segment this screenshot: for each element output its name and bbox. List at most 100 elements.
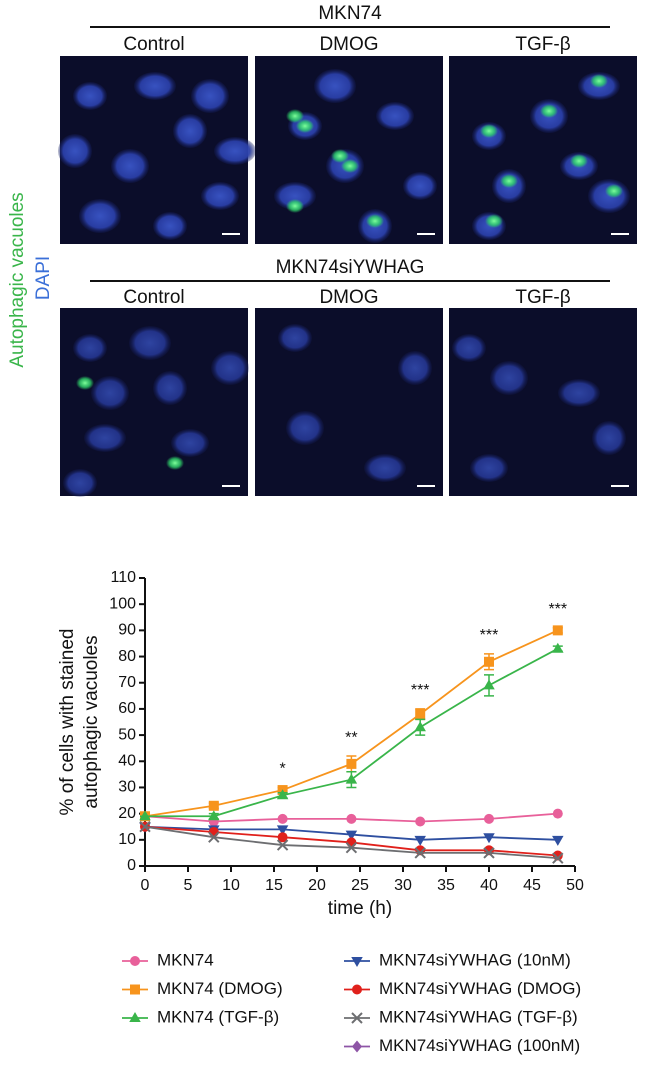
legend-entry: MKN74siYWHAG (10nM) bbox=[344, 950, 571, 969]
vacuole bbox=[331, 149, 349, 163]
legend-entry: MKN74siYWHAG (100nM) bbox=[344, 1036, 580, 1055]
legend-label: MKN74 (TGF-β) bbox=[157, 1007, 279, 1026]
y-tick-label: 50 bbox=[118, 726, 136, 743]
vacuole bbox=[76, 376, 94, 390]
side-label: DAPI bbox=[33, 256, 54, 300]
point bbox=[552, 808, 563, 819]
panel-title: MKN74 bbox=[318, 3, 382, 24]
point bbox=[352, 984, 362, 995]
point bbox=[139, 821, 151, 833]
point bbox=[552, 625, 563, 636]
nucleus bbox=[452, 334, 486, 362]
y-tick-label: 90 bbox=[118, 622, 136, 639]
vacuole bbox=[570, 154, 588, 168]
y-tick-label: 70 bbox=[118, 674, 136, 691]
point bbox=[130, 956, 140, 966]
point bbox=[276, 839, 289, 851]
vacuole bbox=[605, 184, 623, 198]
point bbox=[276, 825, 289, 836]
micrograph bbox=[255, 308, 443, 496]
x-tick-label: 0 bbox=[141, 877, 150, 894]
nucleus bbox=[129, 326, 171, 360]
vacuole bbox=[166, 456, 184, 470]
vacuole bbox=[366, 214, 384, 228]
nucleus bbox=[63, 469, 97, 497]
nucleus bbox=[278, 324, 312, 352]
significance: * bbox=[279, 761, 285, 778]
y-tick-label: 100 bbox=[109, 595, 136, 612]
point bbox=[139, 810, 151, 821]
y-axis-label: autophagic vacuoles bbox=[81, 635, 102, 808]
nucleus bbox=[201, 182, 239, 210]
x-tick-label: 10 bbox=[222, 877, 240, 894]
column-label: Control bbox=[123, 34, 184, 55]
x-axis-label: time (h) bbox=[328, 898, 392, 919]
point bbox=[415, 816, 426, 827]
x-tick-label: 5 bbox=[184, 877, 193, 894]
nucleus bbox=[79, 199, 121, 233]
legend-entry: MKN74siYWHAG (DMOG) bbox=[344, 979, 581, 998]
point bbox=[277, 832, 288, 843]
x-tick-label: 20 bbox=[308, 877, 326, 894]
chart: 0 10 20 30 40 50 60 70 80 90 100 110 0 5 10 15 20 25 30 35 4… bbox=[57, 569, 584, 1055]
nucleus bbox=[592, 421, 626, 455]
point bbox=[129, 1012, 141, 1022]
x-tick-label: 15 bbox=[265, 877, 283, 894]
nucleus bbox=[153, 212, 187, 240]
point bbox=[208, 800, 219, 811]
point bbox=[208, 831, 220, 843]
point bbox=[414, 721, 426, 732]
nucleus bbox=[274, 182, 316, 210]
point bbox=[276, 789, 289, 800]
vacuole bbox=[480, 124, 498, 138]
legend-entry: MKN74 (DMOG) bbox=[122, 979, 283, 998]
significance: ** bbox=[345, 729, 357, 746]
nucleus bbox=[214, 137, 256, 165]
point bbox=[483, 679, 495, 690]
nucleus bbox=[173, 114, 207, 148]
point bbox=[483, 833, 495, 844]
point bbox=[346, 813, 357, 824]
point bbox=[345, 773, 358, 784]
legend-label: MKN74siYWHAG (TGF-β) bbox=[379, 1007, 578, 1026]
y-tick-label: 80 bbox=[118, 648, 136, 665]
nucleus bbox=[286, 411, 324, 445]
vacuole bbox=[590, 74, 608, 88]
nucleus bbox=[376, 102, 414, 130]
nucleus bbox=[73, 82, 107, 110]
x-tick-label: 35 bbox=[437, 877, 455, 894]
vacuole bbox=[286, 109, 304, 123]
point bbox=[346, 837, 357, 848]
legend-label: MKN74 (DMOG) bbox=[157, 979, 283, 998]
micrograph bbox=[449, 56, 637, 244]
nucleus bbox=[91, 376, 129, 410]
point bbox=[552, 642, 564, 653]
point bbox=[484, 813, 494, 824]
nucleus bbox=[403, 172, 437, 200]
x-tick-label: 30 bbox=[394, 877, 412, 894]
vacuole bbox=[296, 119, 314, 133]
point bbox=[414, 835, 426, 846]
nucleus bbox=[84, 424, 126, 452]
x-tick-label: 45 bbox=[523, 877, 541, 894]
point bbox=[351, 1012, 363, 1024]
y-tick-label: 40 bbox=[118, 752, 136, 769]
x-tick-label: 50 bbox=[566, 877, 584, 894]
vacuole bbox=[500, 174, 518, 188]
legend-entry: MKN74 bbox=[122, 950, 214, 969]
point bbox=[208, 826, 219, 837]
y-tick-label: 0 bbox=[127, 857, 136, 874]
side-label: Autophagic vacuoles bbox=[7, 192, 28, 367]
micrograph bbox=[255, 56, 443, 244]
point bbox=[552, 835, 564, 846]
column-label: DMOG bbox=[319, 34, 378, 55]
nucleus bbox=[314, 69, 356, 103]
y-tick-label: 60 bbox=[118, 700, 136, 717]
point bbox=[345, 841, 358, 854]
y-tick-label: 110 bbox=[110, 569, 136, 586]
nucleus bbox=[364, 454, 406, 482]
micrographs: Control DMOG TGF-β Control DMOG TGF-β bbox=[58, 34, 637, 497]
legend-label: MKN74siYWHAG (100nM) bbox=[379, 1036, 580, 1055]
nucleus bbox=[191, 79, 229, 113]
